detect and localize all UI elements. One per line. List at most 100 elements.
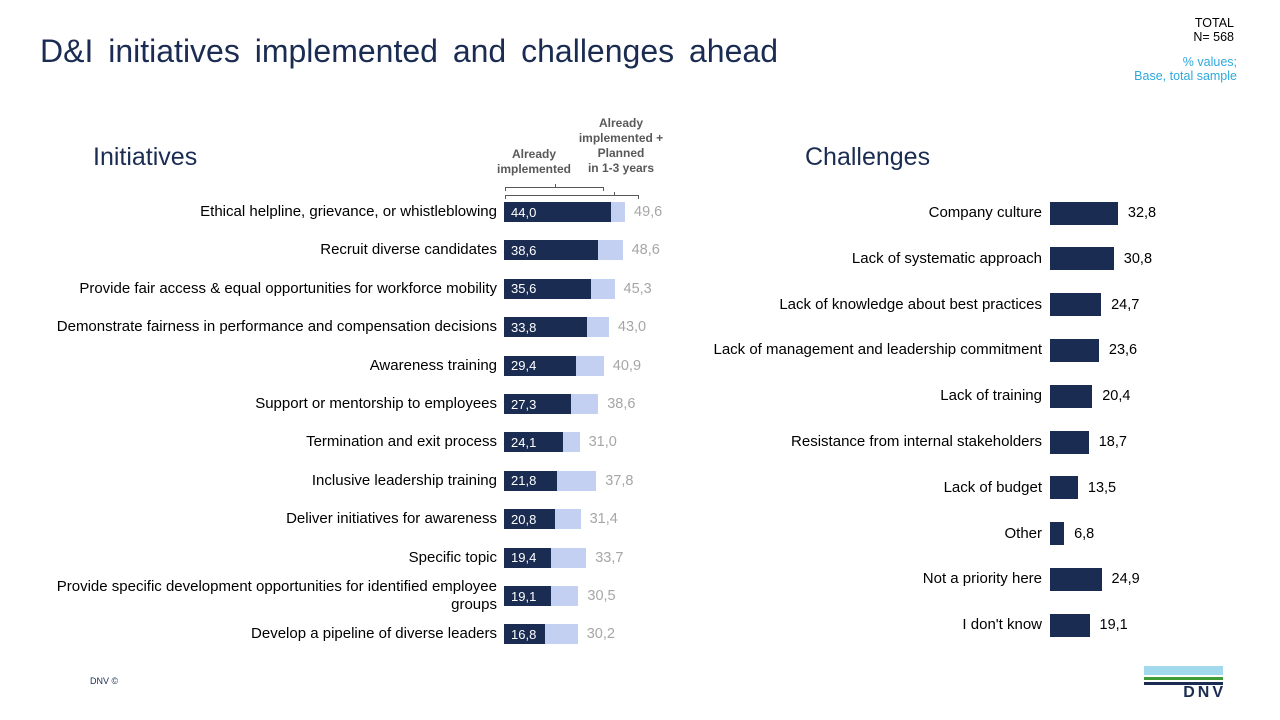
bracket-tick <box>554 184 556 188</box>
initiative-label: Inclusive leadership training <box>311 471 497 489</box>
bar-planned-extension <box>590 278 615 299</box>
challenges-section-title: Challenges <box>805 143 931 171</box>
challenge-value-label: 6,8 <box>1074 525 1095 542</box>
challenge-label: Lack of systematic approach <box>851 249 1042 267</box>
initiative-label: Recruit diverse candidates <box>320 241 497 259</box>
bar-planned-extension <box>550 586 579 606</box>
total-value-label: 38,6 <box>607 396 636 412</box>
total-label: TOTAL <box>1194 16 1234 30</box>
challenge-bar <box>1050 384 1093 408</box>
challenge-bar <box>1050 613 1090 637</box>
challenge-label: Lack of budget <box>943 478 1042 496</box>
challenge-label: Lack of knowledge about best practices <box>779 295 1042 313</box>
challenge-bar <box>1050 293 1102 317</box>
total-value-label: 31,0 <box>588 434 617 451</box>
bar-already-implemented: 20,8 <box>504 509 555 530</box>
challenge-label: Not a priority here <box>922 570 1042 588</box>
challenge-bar <box>1050 476 1078 500</box>
bar-already-implemented: 29,4 <box>504 355 576 376</box>
initiative-label: Demonstrate fairness in performance and … <box>56 318 497 336</box>
initiative-label: Ethical helpline, grievance, or whistleb… <box>200 203 497 220</box>
bar-planned-extension <box>554 509 581 530</box>
base-note: % values; Base, total sample <box>1134 55 1237 83</box>
bar-planned-extension <box>562 432 580 453</box>
initiative-label: Awareness training <box>369 356 497 374</box>
total-value-label: 37,8 <box>605 472 634 489</box>
bar-planned-extension <box>545 624 578 645</box>
challenge-bar <box>1050 338 1099 362</box>
total-value-label: 33,7 <box>595 549 624 566</box>
challenge-bar <box>1050 201 1118 225</box>
total-value-label: 48,6 <box>631 242 660 259</box>
challenge-value-label: 18,7 <box>1098 434 1127 450</box>
challenge-value-label: 24,9 <box>1111 571 1140 588</box>
challenge-label: Lack of training <box>940 387 1042 405</box>
legend-already-implemented: Already implemented <box>496 147 571 176</box>
logo-wordmark: DNV <box>1183 684 1226 701</box>
bar-already-implemented: 27,3 <box>504 394 571 414</box>
copyright-text: DNV © <box>90 676 119 686</box>
base-note-line1: % values; <box>1182 55 1237 69</box>
challenge-value-label: 20,4 <box>1102 388 1131 405</box>
total-value-label: 49,6 <box>634 204 663 220</box>
bar-planned-extension <box>598 240 623 261</box>
challenge-label: Company culture <box>928 204 1042 221</box>
base-note-line2: Base, total sample <box>1134 69 1237 83</box>
bar-already-implemented: 35,6 <box>504 278 591 299</box>
initiative-label: Specific topic <box>408 548 497 566</box>
challenge-bar <box>1050 522 1065 546</box>
total-value-label: 31,4 <box>589 511 618 528</box>
total-value-label: 43,0 <box>617 319 647 336</box>
bar-already-implemented: 44,0 <box>504 202 612 222</box>
challenge-label: Other <box>1004 524 1042 542</box>
bracket-implemented-plus-planned <box>505 192 639 199</box>
bar-planned-extension <box>575 355 604 376</box>
challenge-label: Lack of management and leadership commit… <box>713 341 1042 359</box>
bar-already-implemented: 24,1 <box>504 432 563 453</box>
challenge-value-label: 13,5 <box>1087 479 1117 496</box>
bar-already-implemented: 16,8 <box>504 624 545 645</box>
challenge-value-label: 30,8 <box>1123 250 1153 267</box>
challenge-value-label: 24,7 <box>1111 296 1140 313</box>
challenge-bar <box>1050 247 1114 271</box>
total-value-label: 40,9 <box>612 357 642 374</box>
challenge-label: Resistance from internal stakeholders <box>791 433 1042 450</box>
bar-planned-extension <box>586 317 609 338</box>
initiative-label: Develop a pipeline of diverse leaders <box>251 625 497 643</box>
bar-already-implemented: 33,8 <box>504 317 587 338</box>
dnv-logo: DNV <box>1144 666 1226 701</box>
initiative-label: Termination and exit process <box>306 433 497 451</box>
bar-planned-extension <box>570 394 599 414</box>
logo-lightblue-band <box>1144 666 1223 675</box>
initiative-label: Deliver initiatives for awareness <box>286 510 497 528</box>
total-value-label: 30,2 <box>586 626 615 643</box>
total-value-label: 45,3 <box>623 280 652 297</box>
total-sample-block: TOTAL N= 568 <box>1193 16 1234 44</box>
bracket-already-implemented <box>505 184 604 191</box>
n-value: N= 568 <box>1193 30 1234 44</box>
bar-already-implemented: 19,4 <box>504 547 552 568</box>
challenge-value-label: 19,1 <box>1099 617 1128 634</box>
challenge-bar <box>1050 430 1089 454</box>
total-value-label: 30,5 <box>587 588 616 604</box>
page-title: D&I initiatives implemented and challeng… <box>40 33 778 69</box>
challenge-value-label: 23,6 <box>1108 342 1138 359</box>
initiative-label: Provide fair access & equal opportunitie… <box>79 279 497 297</box>
initiatives-section-title: Initiatives <box>93 143 198 171</box>
challenge-label: I don't know <box>962 616 1042 634</box>
initiative-label: Support or mentorship to employees <box>255 395 497 412</box>
initiative-label: Provide specific development opportuniti… <box>56 578 497 613</box>
bar-planned-extension <box>611 202 626 222</box>
bracket-tick <box>614 192 616 196</box>
challenge-bar <box>1050 567 1102 591</box>
bar-planned-extension <box>551 547 587 568</box>
bar-already-implemented: 21,8 <box>504 470 558 491</box>
challenge-value-label: 32,8 <box>1127 205 1157 221</box>
logo-green-band <box>1144 677 1223 680</box>
bar-planned-extension <box>557 470 597 491</box>
legend-implemented-plus-planned: Already implemented + Planned in 1-3 yea… <box>578 116 664 175</box>
logo-darkblue-band <box>1144 682 1223 685</box>
bar-already-implemented: 38,6 <box>504 240 599 261</box>
bar-already-implemented: 19,1 <box>504 586 551 606</box>
